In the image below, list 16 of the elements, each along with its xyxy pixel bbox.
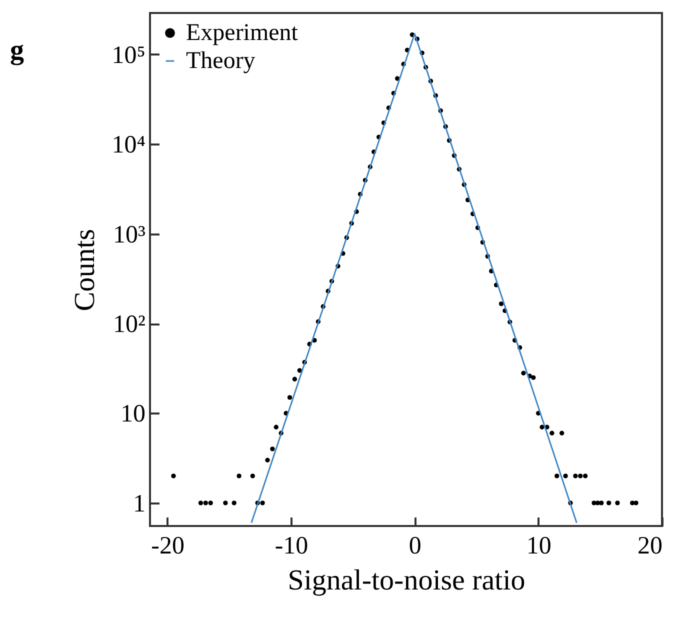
x-tick-label: 0 [408,532,422,560]
x-tick-label: -20 [151,532,184,560]
y-tick-label: 10⁵ [112,42,146,69]
y-tick-label: 10² [113,311,146,338]
y-tick-label: 10³ [113,221,146,248]
x-tick-label: 10 [526,532,552,560]
y-tick-label: 10⁴ [112,132,146,159]
y-tick-label: 10 [120,400,146,428]
text: g [10,35,24,66]
x-tick-label: -10 [274,532,308,560]
y-axis-title: Counts [68,228,101,312]
x-tick-label: 20 [638,532,662,560]
legend-label: Experiment [186,20,298,46]
x-axis-title: Signal-to-noise ratio [288,564,526,596]
legend-label: Theory [186,48,256,74]
y-tick-label: 1 [133,490,146,518]
